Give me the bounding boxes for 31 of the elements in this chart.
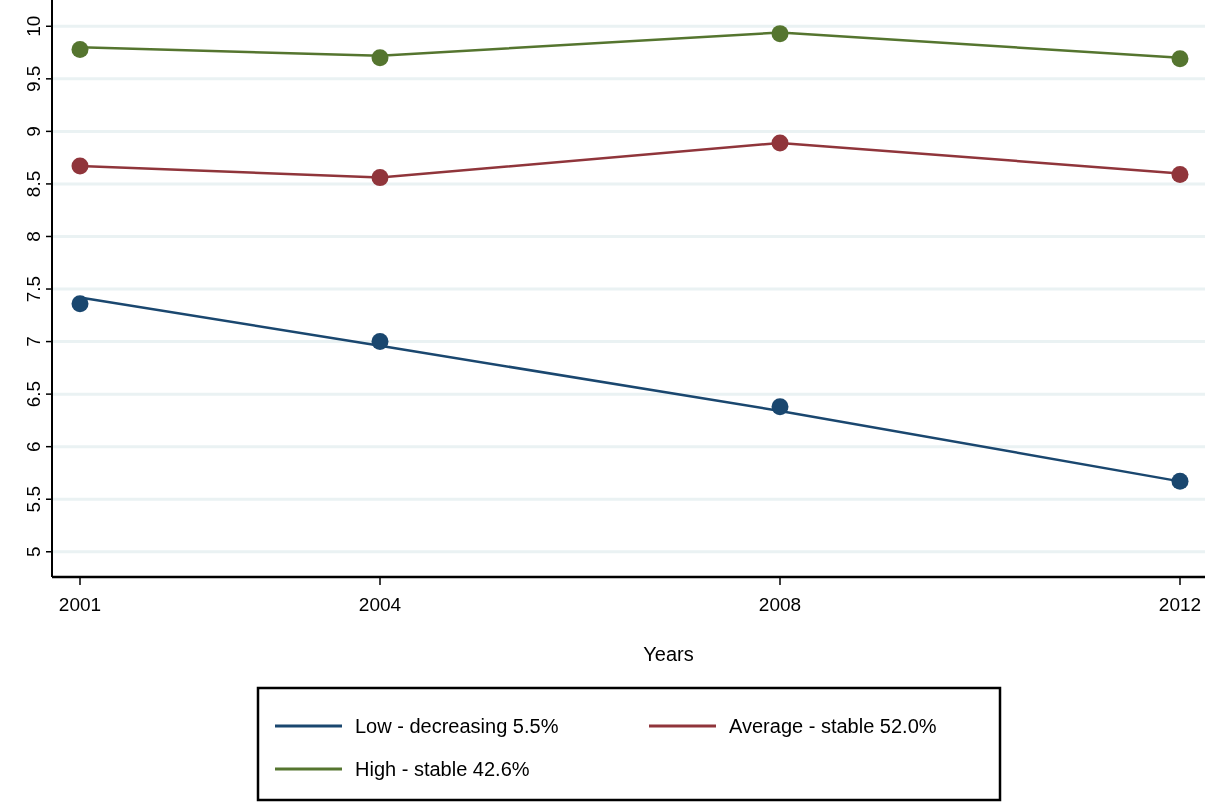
point [371, 169, 389, 187]
point [371, 49, 389, 67]
y-tick-label: 7.5 [23, 275, 44, 303]
x-tick-label: 2004 [358, 594, 402, 615]
point [71, 295, 89, 313]
legend-label: Average - stable 52.0% [729, 715, 937, 737]
point [1171, 50, 1189, 68]
point [771, 398, 789, 416]
y-tick-label: 9 [23, 126, 44, 137]
point [1171, 165, 1189, 183]
point [71, 40, 89, 58]
x-tick-label: 2012 [1158, 594, 1202, 615]
point [771, 134, 789, 152]
y-tick-label: 7 [23, 336, 44, 347]
legend-label: High - stable 42.6% [355, 758, 530, 780]
y-tick-label: 10 [23, 15, 44, 37]
y-tick-label: 6.5 [23, 380, 44, 408]
x-tick-label: 2008 [758, 594, 802, 615]
y-tick-label: 8 [23, 231, 44, 242]
point [71, 157, 89, 175]
x-axis-title: Years [643, 643, 694, 665]
point [371, 333, 389, 351]
point [1171, 472, 1189, 490]
y-tick-label: 9.5 [23, 65, 44, 93]
x-tick-label: 2001 [58, 594, 102, 615]
y-tick-label: 5 [23, 546, 44, 558]
y-tick-label: 5.5 [23, 486, 44, 513]
legend-label: Low - decreasing 5.5% [355, 715, 559, 737]
y-tick-label: 6 [23, 441, 44, 452]
point [771, 25, 789, 43]
y-tick-label: 8.5 [23, 170, 44, 198]
